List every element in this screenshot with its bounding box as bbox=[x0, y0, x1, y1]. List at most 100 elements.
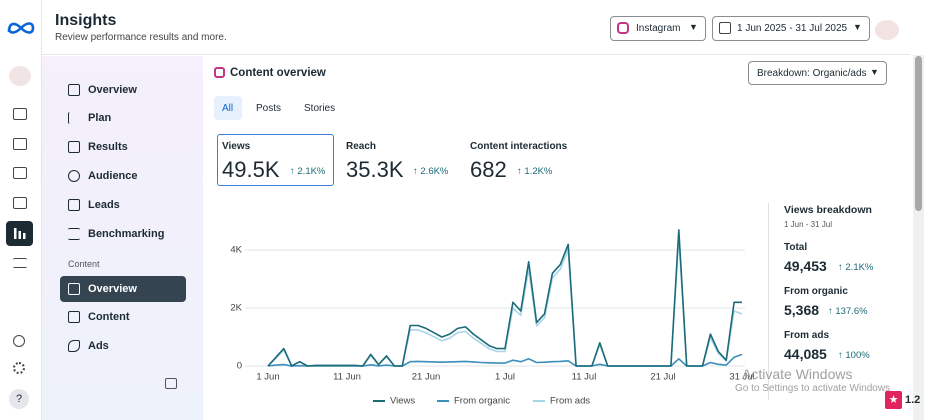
date-dropdown[interactable]: 1 Jun 2025 - 31 Jul 2025 ▼ bbox=[712, 16, 870, 41]
y-tick-label: 0 bbox=[237, 361, 242, 372]
metric-label: Content interactions bbox=[470, 141, 568, 152]
nav-icon bbox=[68, 199, 80, 211]
change-text: 1.2K% bbox=[524, 166, 553, 177]
watermark-text: Go to Settings to activate Windows bbox=[735, 383, 891, 394]
platform-dropdown[interactable]: Instagram ▼ bbox=[610, 16, 706, 41]
caret: ▼ bbox=[853, 22, 862, 32]
breakdown-change: ↑ 100% bbox=[838, 350, 870, 361]
x-tick-label: 1 Jul bbox=[495, 372, 515, 383]
settings-icon[interactable] bbox=[13, 362, 25, 374]
rail bbox=[0, 0, 42, 420]
metric-value: 49.5K bbox=[222, 157, 280, 182]
nav-item[interactable]: Overview bbox=[88, 283, 137, 295]
badge-icon[interactable]: ★ bbox=[885, 391, 902, 409]
x-tick-label: 21 Jun bbox=[412, 372, 441, 383]
nav-section: Content bbox=[68, 259, 100, 269]
legend-label: Views bbox=[390, 396, 415, 407]
rail-icon[interactable] bbox=[13, 258, 27, 268]
divider bbox=[768, 203, 769, 400]
rail-icon[interactable] bbox=[13, 108, 27, 120]
avatar[interactable] bbox=[9, 66, 31, 86]
nav-active[interactable] bbox=[60, 276, 186, 302]
rail-icon[interactable] bbox=[13, 167, 27, 179]
avatar[interactable] bbox=[875, 20, 899, 40]
chart: 0 2K 4K 1 Jun 11 Jun 21 Jun 1 Jul 11 Jul 21 Jul 3… bbox=[230, 229, 755, 407]
header bbox=[42, 0, 910, 55]
change-text: 2.1K% bbox=[297, 166, 326, 177]
series-line bbox=[267, 229, 742, 367]
nav-icon bbox=[68, 112, 80, 124]
legend-label: From ads bbox=[550, 396, 590, 407]
x-tick-label: 11 Jul bbox=[572, 372, 597, 383]
breakdown-title: Views breakdown bbox=[784, 204, 872, 216]
breakdown-label: Total bbox=[784, 242, 808, 253]
legend-label: From organic bbox=[454, 396, 510, 407]
nav-item[interactable]: Overview bbox=[88, 84, 137, 96]
breakdown-period: 1 Jun - 31 Jul bbox=[784, 220, 833, 229]
scroll-thumb[interactable] bbox=[915, 56, 922, 211]
instagram-icon bbox=[214, 67, 225, 78]
metric-selected[interactable] bbox=[217, 134, 334, 186]
breakdown-dropdown[interactable]: Breakdown: Organic/ads ▼ bbox=[748, 61, 887, 85]
panel-title: Content overview bbox=[230, 67, 326, 79]
help-icon[interactable]: ? bbox=[9, 389, 29, 409]
rail-icon[interactable] bbox=[13, 197, 27, 209]
nav-item[interactable]: Benchmarking bbox=[88, 228, 165, 240]
nav-icon bbox=[68, 311, 80, 323]
title: Insights bbox=[55, 12, 117, 29]
breakdown-value: 5,368 bbox=[784, 302, 820, 318]
watermark-title: Activate Windows bbox=[742, 366, 853, 382]
y-tick-label: 4K bbox=[230, 245, 242, 256]
metric-value: 682 bbox=[470, 157, 507, 182]
rail-active[interactable] bbox=[6, 221, 33, 246]
calendar-icon bbox=[719, 22, 731, 34]
nav-icon bbox=[68, 141, 80, 153]
date-range: 1 Jun 2025 - 31 Jul 2025 bbox=[737, 23, 848, 34]
x-tick-label: 21 Jul bbox=[650, 372, 675, 383]
nav-icon bbox=[68, 283, 80, 295]
breakdown-change: ↑ 137.6% bbox=[828, 306, 868, 317]
x-tick-label: 31 Jul bbox=[729, 372, 754, 383]
nav-icon bbox=[68, 84, 80, 96]
caret: ▼ bbox=[689, 22, 698, 32]
rail-icon[interactable] bbox=[13, 138, 27, 150]
nav-icon bbox=[68, 170, 80, 182]
nav-item[interactable]: Plan bbox=[88, 112, 112, 124]
nav-item[interactable]: Content bbox=[88, 311, 130, 323]
change-text: 2.1K% bbox=[845, 262, 874, 273]
subtitle: Review performance results and more. bbox=[55, 32, 227, 43]
nav-item[interactable]: Results bbox=[88, 141, 128, 153]
y-tick-label: 2K bbox=[230, 303, 242, 314]
instagram-icon bbox=[617, 22, 629, 34]
meta-logo bbox=[7, 22, 35, 34]
scrollbar bbox=[913, 55, 924, 420]
tab-active[interactable] bbox=[214, 96, 242, 120]
nav-icon bbox=[68, 228, 80, 240]
x-tick-label: 11 Jun bbox=[333, 372, 361, 383]
metric-label: Views bbox=[222, 141, 251, 152]
breakdown-change: ↑ 2.1K% bbox=[838, 262, 874, 273]
breakdown-label: From ads bbox=[784, 330, 830, 341]
metric-change: ↑ 1.2K% bbox=[517, 166, 553, 177]
metric-change: ↑ 2.1K% bbox=[290, 166, 326, 177]
metric-label: Reach bbox=[346, 141, 377, 152]
change-text: 100% bbox=[845, 350, 870, 361]
nav-item[interactable]: Audience bbox=[88, 170, 138, 182]
metric-change: ↑ 2.6K% bbox=[413, 166, 449, 177]
change-text: 2.6K% bbox=[420, 166, 449, 177]
nav-item[interactable]: Ads bbox=[88, 340, 109, 352]
breakdown-label: From organic bbox=[784, 286, 848, 297]
change-text: 137.6% bbox=[835, 306, 868, 317]
x-tick-label: 1 Jun bbox=[256, 372, 279, 383]
tab[interactable]: All bbox=[222, 103, 234, 114]
nav-icon bbox=[68, 340, 80, 352]
metric-value: 35.3K bbox=[346, 157, 404, 182]
search-icon[interactable] bbox=[13, 335, 25, 347]
caret: ▼ bbox=[870, 67, 879, 77]
tab[interactable]: Stories bbox=[304, 103, 336, 114]
collapse-icon[interactable] bbox=[165, 378, 177, 389]
tab[interactable]: Posts bbox=[256, 103, 282, 114]
nav-item[interactable]: Leads bbox=[88, 199, 120, 211]
badge: 1.2 bbox=[905, 394, 921, 406]
